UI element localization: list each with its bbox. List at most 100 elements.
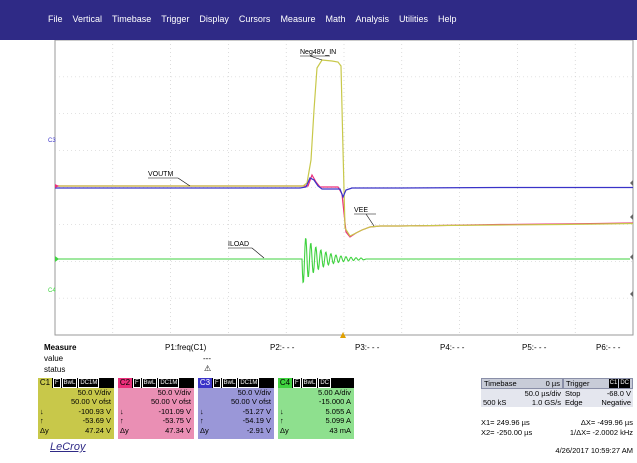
channel-c4-panel[interactable]: C4 F BwL DC 5.00 A/div -15.000 A ↓ 5.055 … <box>278 378 354 439</box>
menu-bar: File Vertical Timebase Trigger Display C… <box>0 0 637 40</box>
trigger-type: Edge <box>565 398 583 407</box>
timebase-trigger-panel: Timebase 0 µs Trigger C1 DC 50.0 µs/div … <box>481 378 633 416</box>
measure-table: Measure value status P1:freq(C1) --- ⚠ P… <box>0 343 637 378</box>
channel-c4-offset: -15.000 A <box>318 397 351 407</box>
channel-c1-tag-f: F <box>53 378 61 388</box>
menu-help[interactable]: Help <box>438 14 457 24</box>
measure-p1-status-icon: ⚠ <box>204 364 212 373</box>
channel-c4-up: 5.099 A <box>325 416 351 426</box>
menu-file[interactable]: File <box>48 14 63 24</box>
channel-c4-dy: 43 mA <box>329 425 351 435</box>
channel-c3-tag-bwl: BwL <box>221 378 238 388</box>
measure-title: Measure <box>44 343 77 352</box>
channel-c1-vdiv: 50.0 V/div <box>77 388 111 397</box>
cursor-inverse-delta-x: 1/ΔX= -2.0002 kHz <box>569 428 633 437</box>
trigger-source-tag: C1 <box>608 379 619 388</box>
channel-c3-tag-f: F <box>213 378 221 388</box>
c3-ground-marker[interactable]: C3 <box>48 138 56 144</box>
timebase-body[interactable]: 50.0 µs/div 500 kS 1.0 GS/s <box>481 389 563 407</box>
channel-c1-header: C1 F BwL DC1M <box>38 378 114 388</box>
measure-p4-label[interactable]: P4:- - - <box>440 343 465 352</box>
c4-ground-marker[interactable]: C4 <box>48 288 56 294</box>
channel-c1-dy: 47.24 V <box>85 425 111 435</box>
channel-c2-tag-coupling: DC1M <box>158 378 180 388</box>
right-marker-3 <box>630 254 633 260</box>
channel-c3-offset: 50.00 V ofst <box>230 397 271 407</box>
timebase-per-div: 50.0 µs/div <box>524 389 561 398</box>
channel-c2-up: -53.75 V <box>162 416 191 426</box>
measure-p2-label[interactable]: P2:- - - <box>270 343 295 352</box>
trigger-label: Trigger <box>566 379 590 388</box>
trace-c4 <box>55 238 630 284</box>
label-pointer-vee <box>365 213 375 227</box>
channel-c2-dy: 47.34 V <box>165 425 191 435</box>
trigger-coupling-tag: DC <box>619 379 630 388</box>
channel-c4-name: C4 <box>278 378 292 388</box>
channel-c2-panel[interactable]: C2 F BwL DC1M 50.0 V/div 50.00 V ofst ↓ -… <box>118 378 194 439</box>
trigger-position-marker[interactable] <box>340 332 346 338</box>
channel-c3-dy: -2.91 V <box>246 425 271 435</box>
channel-c4-tag-f: F <box>293 378 301 388</box>
trigger-body[interactable]: Stop -68.0 V Edge Negative <box>563 389 633 407</box>
measure-p6-label[interactable]: P6:- - - <box>596 343 621 352</box>
lecroy-logo: LeCroy <box>50 441 86 453</box>
waveform-display[interactable]: Neg48V_IN VOUTM VEE ILOAD C3 C4 <box>0 40 637 343</box>
channel-c4-tag-bwl: BwL <box>301 378 318 388</box>
label-pointer-neg48 <box>309 55 323 61</box>
menu-display[interactable]: Display <box>199 14 229 24</box>
delta-y-label: Δy <box>200 425 209 435</box>
channel-c3-tag-coupling: DC1M <box>238 378 260 388</box>
cursor-readout: X1= 249.96 µs ΔX= -499.96 µs X2= -250.00… <box>481 418 633 438</box>
timestamp: 4/26/2017 10:59:27 AM <box>555 446 633 455</box>
label-voutm: VOUTM <box>148 171 173 178</box>
channel-c2-tag-f: F <box>133 378 141 388</box>
measure-p1-label[interactable]: P1:freq(C1) <box>165 343 207 352</box>
channel-c1-tag-bwl: BwL <box>61 378 78 388</box>
timebase-header[interactable]: Timebase 0 µs <box>481 378 563 389</box>
channel-c1-up: -53.69 V <box>82 416 111 426</box>
timebase-delay: 0 µs <box>545 379 560 388</box>
timebase-sample-rate: 1.0 GS/s <box>531 398 561 407</box>
channel-c3-panel[interactable]: C3 F BwL DC1M 50.0 V/div 50.00 V ofst ↓ -… <box>198 378 274 439</box>
channel-c4-header: C4 F BwL DC <box>278 378 354 388</box>
label-iload: ILOAD <box>228 241 249 248</box>
c2-offset-marker[interactable] <box>55 184 59 188</box>
cursor-down-icon: ↓ <box>40 406 44 416</box>
delta-y-label: Δy <box>40 425 49 435</box>
channel-c2-vdiv: 50.0 V/div <box>157 388 191 397</box>
menu-utilities[interactable]: Utilities <box>398 14 428 24</box>
channel-c2-offset: 50.00 V ofst <box>150 397 191 407</box>
trace-c1 <box>55 59 634 237</box>
measure-p1-value: --- <box>203 354 211 363</box>
timebase-label: Timebase <box>484 379 517 388</box>
channel-c4-tag-coupling: DC <box>318 378 332 388</box>
trigger-slope: Negative <box>601 398 631 407</box>
menu-analysis[interactable]: Analysis <box>355 14 389 24</box>
channel-c1-offset: 50.00 V ofst <box>70 397 111 407</box>
channel-c4-down: 5.055 A <box>325 406 351 416</box>
menu-timebase[interactable]: Timebase <box>112 14 152 24</box>
delta-y-label: Δy <box>280 425 289 435</box>
measure-p3-label[interactable]: P3:- - - <box>355 343 380 352</box>
cursor-up-icon: ↑ <box>200 416 204 426</box>
channel-c3-up: -54.19 V <box>242 416 271 426</box>
menu-trigger[interactable]: Trigger <box>161 14 190 24</box>
channel-c2-name: C2 <box>118 378 132 388</box>
channel-c2-tag-bwl: BwL <box>141 378 158 388</box>
menu-vertical[interactable]: Vertical <box>72 14 103 24</box>
menu-math[interactable]: Math <box>325 14 346 24</box>
menu-cursors[interactable]: Cursors <box>238 14 271 24</box>
measure-p5-label[interactable]: P5:- - - <box>522 343 547 352</box>
cursor-x2: X2= -250.00 µs <box>481 428 533 437</box>
trigger-header[interactable]: Trigger C1 DC <box>563 378 633 389</box>
label-pointer-voutm <box>177 177 191 187</box>
label-vee: VEE <box>354 207 368 214</box>
channel-c1-tag-coupling: DC1M <box>78 378 100 388</box>
channel-c1-panel[interactable]: C1 F BwL DC1M 50.0 V/div 50.00 V ofst ↓ -… <box>38 378 114 439</box>
c4-offset-marker[interactable] <box>55 256 59 262</box>
menu-measure[interactable]: Measure <box>280 14 316 24</box>
channel-c3-vdiv: 50.0 V/div <box>237 388 271 397</box>
cursor-delta-x: ΔX= -499.96 µs <box>580 418 633 427</box>
trigger-mode: Stop <box>565 389 581 398</box>
trace-c3 <box>55 177 633 199</box>
